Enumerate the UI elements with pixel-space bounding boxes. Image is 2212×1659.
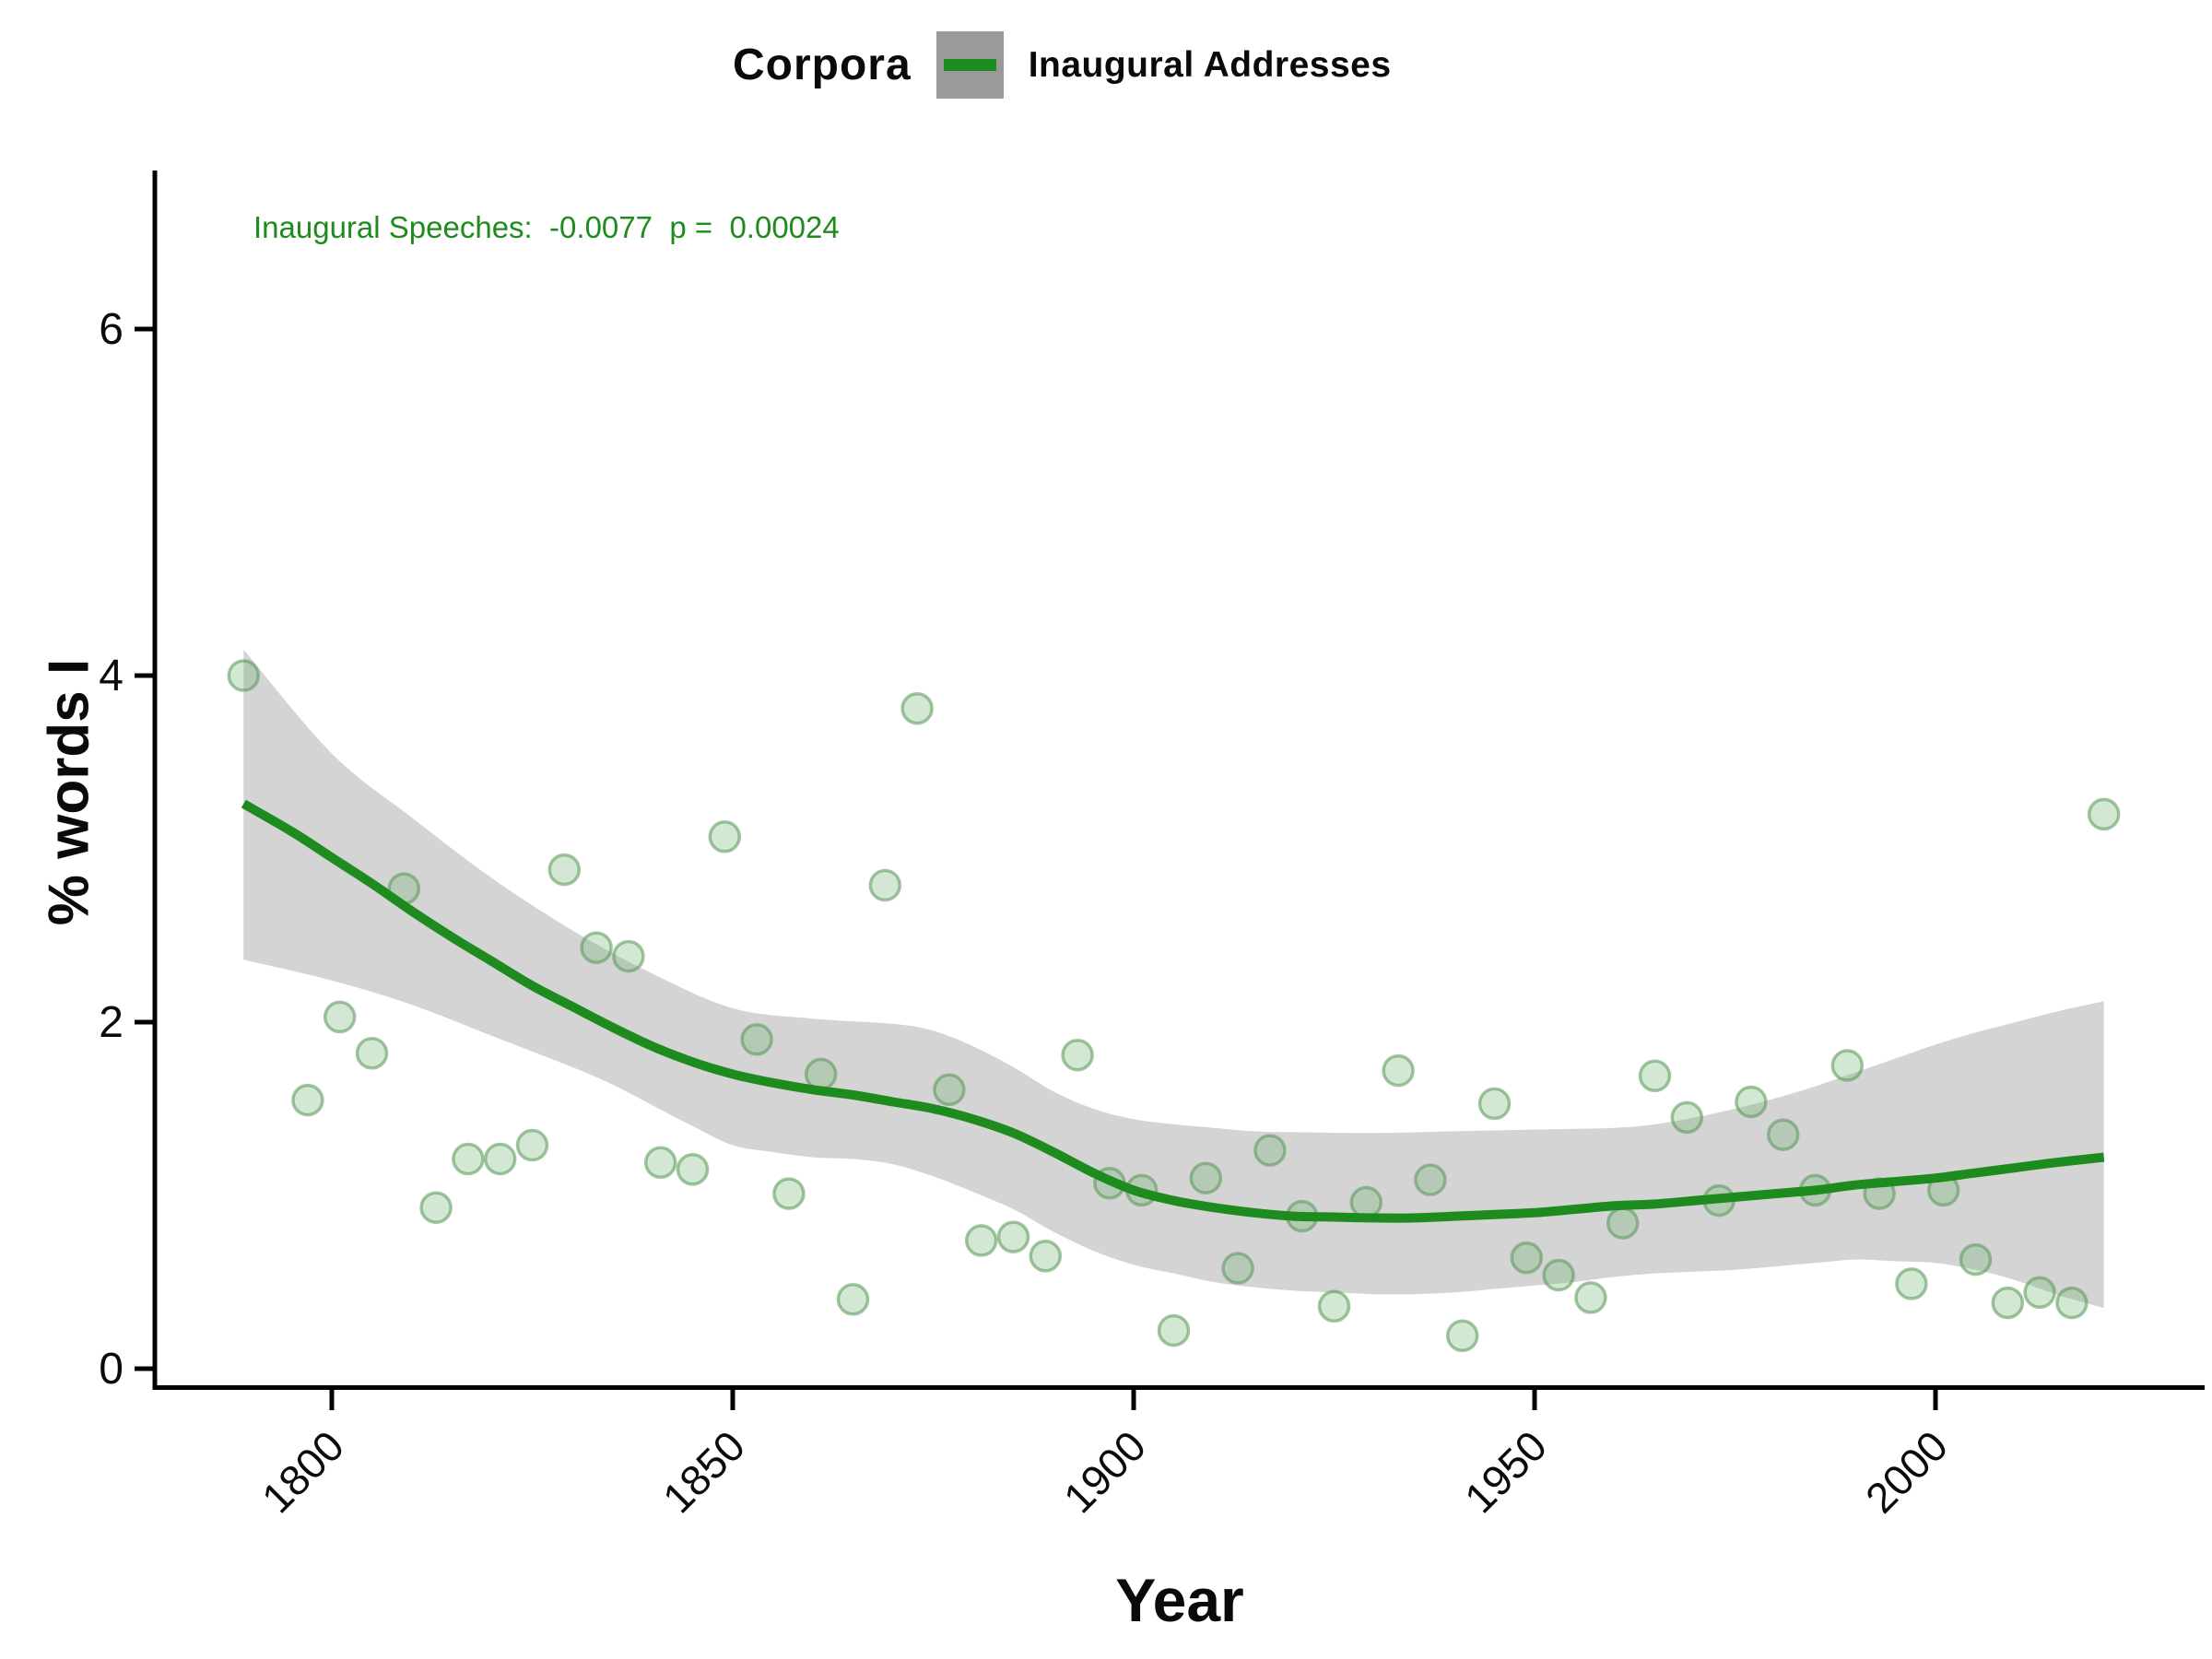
legend-entry-label: Inaugural Addresses [1028, 44, 1392, 85]
x-tick-label: 1850 [653, 1421, 754, 1522]
scatter-point [868, 868, 902, 902]
scatter-point [1991, 1286, 2025, 1320]
scatter-point [1061, 1038, 1094, 1072]
x-tick-label: 2000 [1856, 1421, 1957, 1522]
scatter-point [1382, 1053, 1415, 1088]
scatter-point [419, 1191, 453, 1224]
scatter-point [1445, 1319, 1479, 1353]
legend-key-box [935, 31, 1004, 99]
scatter-point [1349, 1185, 1383, 1219]
scatter-point [1317, 1289, 1351, 1324]
scatter-point [740, 1023, 773, 1056]
scatter-point [676, 1153, 710, 1186]
scatter-point [612, 939, 645, 973]
y-tick-label: 2 [99, 998, 124, 1047]
scatter-point [1477, 1087, 1512, 1121]
scatter-point [2055, 1286, 2088, 1320]
scatter-point [2087, 797, 2121, 831]
scatter-point [1029, 1240, 1063, 1273]
confidence-band [243, 649, 2104, 1309]
scatter-point [1670, 1100, 1704, 1135]
scatter-point [1510, 1241, 1544, 1275]
scatter-point [323, 1000, 357, 1034]
scatter-point [1959, 1242, 1993, 1277]
scatter-point [1606, 1206, 1640, 1240]
legend-title: Corpora [733, 41, 912, 89]
x-tick-label: 1900 [1054, 1421, 1155, 1522]
y-tick-label: 4 [99, 652, 124, 700]
x-tick-label: 1950 [1455, 1421, 1556, 1522]
scatter-point [1638, 1059, 1672, 1093]
scatter-point [227, 659, 261, 692]
x-tick-label: 1800 [253, 1421, 353, 1522]
scatter-point [291, 1083, 324, 1117]
scatter-point [580, 931, 613, 964]
y-axis-title: % words I [37, 658, 101, 926]
scatter-point [1542, 1258, 1575, 1292]
scatter-point [1253, 1134, 1287, 1167]
scatter-point [1221, 1252, 1254, 1285]
scatter-point [515, 1128, 549, 1162]
scatter-point [483, 1142, 517, 1176]
scatter-point [1766, 1118, 1800, 1151]
y-tick-label: 6 [99, 305, 124, 354]
scatter-point [772, 1177, 806, 1210]
legend-line-icon [943, 59, 996, 71]
scatter-point [1157, 1313, 1191, 1347]
scatter-point [1735, 1085, 1768, 1119]
scatter-point [708, 820, 742, 853]
scatter-point [804, 1057, 838, 1091]
scatter-point [1895, 1267, 1928, 1300]
scatter-point [1189, 1161, 1223, 1194]
smooth-line [241, 799, 2105, 1223]
scatter-point [836, 1283, 870, 1316]
scatter-point [900, 691, 934, 725]
regression-annotation: Inaugural Speeches: -0.0077 p = 0.00024 [253, 210, 840, 244]
scatter-point [996, 1220, 1030, 1253]
y-tick-label: 0 [99, 1345, 124, 1394]
scatter-point [643, 1146, 677, 1180]
scatter-point [547, 853, 582, 887]
scatter-point [1414, 1163, 1447, 1196]
scatter-point [933, 1073, 966, 1107]
scatter-point [355, 1037, 389, 1070]
x-axis-title: Year [1115, 1566, 1244, 1634]
legend: Corpora Inaugural Addresses [733, 31, 1392, 99]
scatter-point [452, 1142, 485, 1176]
scatter-point [964, 1224, 998, 1257]
scatter-point [1574, 1281, 1607, 1314]
scatter-point [2023, 1276, 2056, 1310]
scatter-point [1830, 1049, 1865, 1082]
